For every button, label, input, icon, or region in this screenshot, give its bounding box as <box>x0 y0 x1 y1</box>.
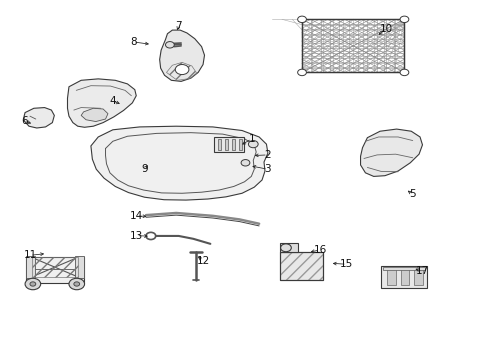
Circle shape <box>165 41 174 48</box>
Circle shape <box>30 282 36 286</box>
Circle shape <box>399 16 408 23</box>
Text: 17: 17 <box>415 266 428 276</box>
Text: 16: 16 <box>313 245 326 255</box>
Polygon shape <box>91 126 267 200</box>
Polygon shape <box>67 79 136 127</box>
Text: 5: 5 <box>408 189 415 199</box>
Circle shape <box>297 69 306 76</box>
Bar <box>302 19 404 72</box>
Circle shape <box>297 16 306 23</box>
Text: 1: 1 <box>248 134 255 144</box>
Circle shape <box>69 278 84 290</box>
Bar <box>231 139 234 150</box>
Circle shape <box>399 69 408 76</box>
Bar <box>26 257 83 283</box>
Bar <box>238 139 241 150</box>
Text: 4: 4 <box>109 96 116 106</box>
Text: 13: 13 <box>129 231 142 240</box>
Bar <box>26 256 35 278</box>
Polygon shape <box>24 108 54 128</box>
Bar <box>383 267 424 270</box>
Polygon shape <box>81 108 108 122</box>
Bar <box>413 269 422 285</box>
Polygon shape <box>159 30 204 81</box>
Bar <box>279 252 323 280</box>
Text: 2: 2 <box>264 150 271 160</box>
Bar <box>279 243 298 252</box>
Bar <box>224 139 227 150</box>
Circle shape <box>241 159 249 166</box>
Circle shape <box>25 278 41 290</box>
Text: 7: 7 <box>175 21 182 31</box>
Circle shape <box>175 64 188 75</box>
Bar <box>214 137 244 152</box>
Bar <box>400 269 408 285</box>
Text: 9: 9 <box>141 164 147 174</box>
Bar <box>386 269 395 285</box>
Text: 11: 11 <box>23 250 37 260</box>
Bar <box>302 19 404 72</box>
Circle shape <box>74 282 80 286</box>
Bar <box>75 256 83 278</box>
Text: 14: 14 <box>129 211 142 221</box>
Text: 6: 6 <box>21 116 27 126</box>
Text: 10: 10 <box>379 24 392 35</box>
Text: 8: 8 <box>130 37 136 47</box>
Polygon shape <box>360 129 422 176</box>
Bar <box>279 252 323 280</box>
Bar <box>380 266 427 288</box>
Text: 3: 3 <box>264 164 271 174</box>
Bar <box>218 139 221 150</box>
Text: 15: 15 <box>340 259 353 269</box>
Text: 12: 12 <box>196 256 209 266</box>
Circle shape <box>248 140 258 148</box>
